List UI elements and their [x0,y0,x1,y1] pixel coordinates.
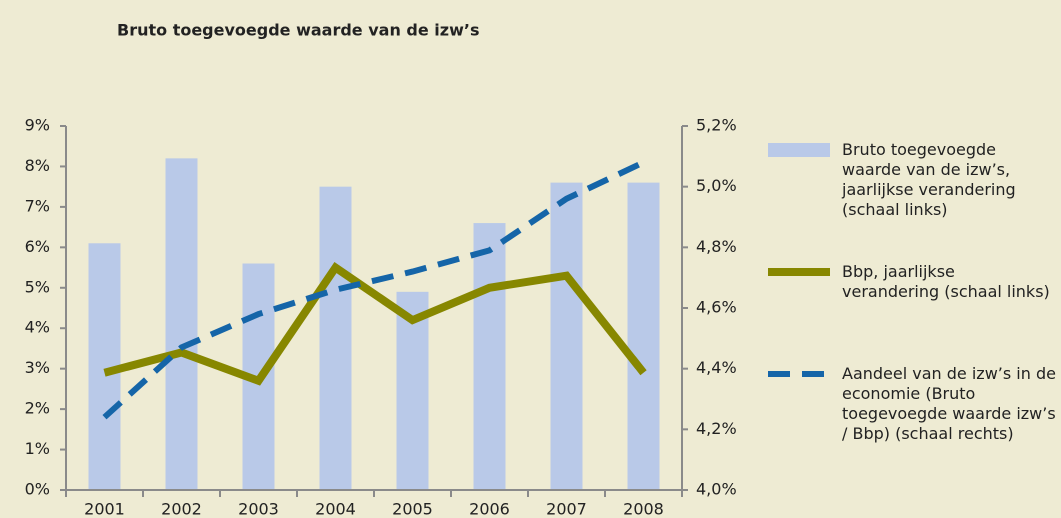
x-tick-label: 2002 [161,500,202,518]
legend-label: Aandeel van de izw’s in de economie (Bru… [842,364,1056,443]
legend-label: Bbp, jaarlijkse verandering (schaal link… [842,262,1050,301]
y2-tick-label: 4,6% [696,298,737,317]
bar [319,186,352,490]
chart-title: Bruto toegevoegde waarde van de izw’s [117,21,479,40]
y2-tick-label: 4,8% [696,237,737,256]
x-tick-label: 2005 [392,500,433,518]
bar [396,291,429,490]
y-tick-label: 0% [25,480,50,499]
y2-tick-label: 4,4% [696,358,737,377]
x-tick-label: 2007 [546,500,587,518]
x-tick-label: 2004 [315,500,356,518]
y-tick-label: 9% [25,116,50,135]
y-tick-label: 5% [25,277,50,296]
x-tick-label: 2008 [623,500,664,518]
y-tick-label: 1% [25,439,50,458]
y2-tick-label: 5,0% [696,176,737,195]
legend-label: Bruto toegevoegde waarde van de izw’s, j… [842,140,1016,219]
bar [550,182,583,490]
bar [473,223,506,491]
y2-tick-label: 4,2% [696,419,737,438]
x-tick-label: 2001 [84,500,125,518]
bar [165,158,198,490]
y-tick-label: 6% [25,237,50,256]
y-tick-label: 7% [25,196,50,215]
y-tick-label: 4% [25,318,50,337]
dashed-line [102,159,645,420]
y-tick-label: 2% [25,399,50,418]
x-tick-label: 2003 [238,500,279,518]
y-tick-label: 3% [25,358,50,377]
line [103,261,647,386]
y-tick-label: 8% [25,156,50,175]
x-tick-label: 2006 [469,500,510,518]
bar [627,182,660,490]
y2-tick-label: 5,2% [696,116,737,135]
y2-tick-label: 4,0% [696,480,737,499]
